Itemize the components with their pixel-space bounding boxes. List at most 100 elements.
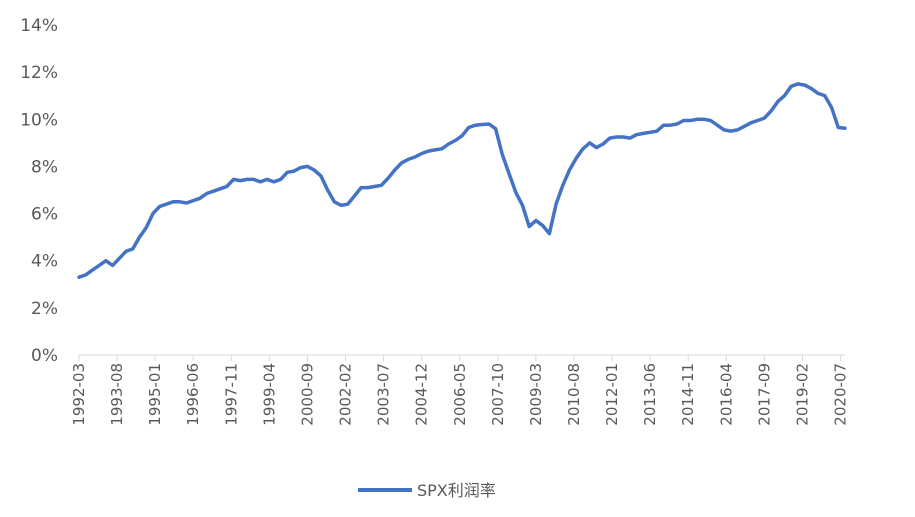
data-point — [420, 152, 423, 155]
data-point — [797, 82, 800, 85]
data-point — [555, 203, 558, 206]
data-point — [803, 84, 806, 87]
data-point — [689, 119, 692, 122]
data-point — [608, 137, 611, 140]
x-tick-label: 2017-09 — [755, 363, 773, 426]
data-point — [749, 121, 752, 124]
data-point — [319, 174, 322, 177]
data-point — [387, 177, 390, 180]
data-point — [252, 178, 255, 181]
data-point — [407, 158, 410, 161]
data-point — [360, 186, 363, 189]
data-point — [709, 119, 712, 122]
data-point — [232, 178, 235, 181]
x-tick-label: 2006-05 — [451, 363, 469, 426]
x-tick-label: 1995-01 — [146, 363, 164, 426]
x-tick-label: 2003-07 — [375, 363, 393, 426]
data-point — [299, 166, 302, 169]
legend: SPX利润率 — [358, 481, 496, 500]
data-point — [104, 259, 107, 262]
data-point — [434, 148, 437, 151]
y-tick-label: 0% — [31, 346, 58, 366]
data-point — [151, 212, 154, 215]
data-point — [353, 194, 356, 197]
data-point — [635, 133, 638, 136]
y-tick-label: 14% — [20, 16, 58, 36]
y-tick-label: 10% — [20, 110, 58, 130]
data-point — [192, 199, 195, 202]
data-point — [756, 119, 759, 122]
y-tick-label: 4% — [31, 252, 58, 272]
data-point — [205, 192, 208, 195]
data-point — [736, 128, 739, 131]
data-point — [534, 219, 537, 222]
y-axis: 0% 2% 4% 6% 8% 10% 12% 14% — [20, 16, 58, 366]
data-point — [776, 100, 779, 103]
data-point — [682, 119, 685, 122]
data-point — [306, 165, 309, 168]
data-point — [272, 180, 275, 183]
data-point — [521, 204, 524, 207]
data-point — [185, 202, 188, 205]
data-point — [723, 128, 726, 131]
data-point — [400, 161, 403, 164]
data-point — [622, 136, 625, 139]
data-point — [454, 139, 457, 142]
data-point — [662, 124, 665, 127]
data-point — [595, 146, 598, 149]
data-point — [198, 197, 201, 200]
data-point — [702, 118, 705, 121]
data-point — [78, 276, 81, 279]
x-tick-label: 2019-02 — [793, 363, 811, 426]
y-tick-label: 8% — [31, 157, 58, 177]
data-point — [494, 127, 497, 130]
data-point — [259, 180, 262, 183]
x-tick-label: 1992-03 — [70, 363, 88, 426]
data-point — [158, 205, 161, 208]
data-point — [568, 169, 571, 172]
data-point — [266, 178, 269, 181]
data-point — [844, 127, 847, 130]
data-point — [474, 124, 477, 127]
data-point — [279, 178, 282, 181]
data-point — [528, 225, 531, 228]
x-tick-label: 2002-02 — [337, 363, 355, 426]
x-tick-label: 1997-11 — [222, 363, 240, 426]
data-point — [743, 125, 746, 128]
data-point — [427, 150, 430, 153]
x-tick-label: 2004-12 — [413, 363, 431, 426]
data-point — [615, 136, 618, 139]
data-point — [629, 137, 632, 140]
data-point — [696, 118, 699, 121]
data-point — [830, 106, 833, 109]
x-tick-label: 2009-03 — [527, 363, 545, 426]
data-point — [111, 264, 114, 267]
x-tick-label: 2012-01 — [603, 363, 621, 426]
data-point — [293, 170, 296, 173]
x-tick-label: 1996-06 — [184, 363, 202, 426]
data-point — [239, 179, 242, 182]
data-point — [219, 187, 222, 190]
data-point — [514, 191, 517, 194]
data-point — [145, 226, 148, 229]
data-point — [333, 200, 336, 203]
data-point — [326, 189, 329, 192]
x-tick-label: 2013-06 — [641, 363, 659, 426]
data-point — [837, 126, 840, 129]
data-point — [125, 250, 128, 253]
data-point — [393, 169, 396, 172]
data-point — [676, 123, 679, 126]
data-point — [212, 190, 215, 193]
data-point — [91, 269, 94, 272]
data-point — [669, 124, 672, 127]
y-tick-label: 12% — [20, 63, 58, 83]
data-point — [373, 185, 376, 188]
data-point — [770, 110, 773, 113]
data-point — [467, 126, 470, 129]
data-point — [581, 147, 584, 150]
data-point — [487, 123, 490, 126]
data-point — [246, 178, 249, 181]
x-tick-label: 2000-09 — [298, 363, 316, 426]
x-tick-label: 2007-10 — [489, 363, 507, 426]
data-point — [501, 153, 504, 156]
